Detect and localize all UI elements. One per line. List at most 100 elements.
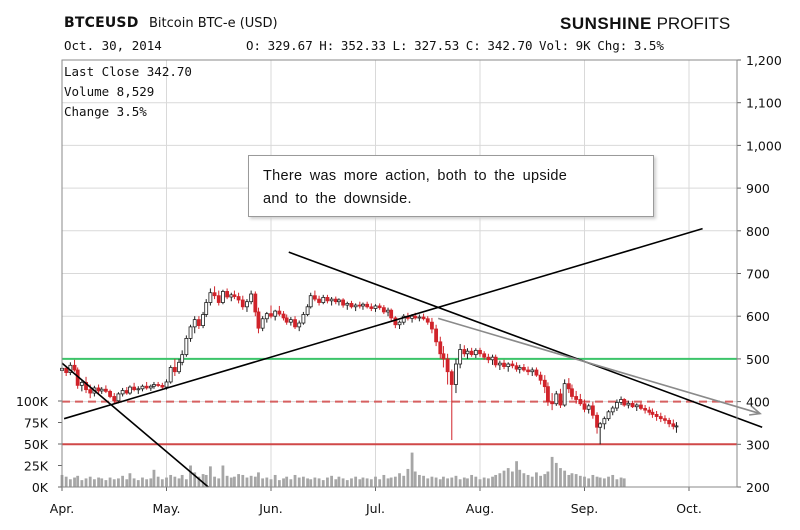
candle-body bbox=[578, 399, 583, 405]
candle-body bbox=[421, 316, 426, 320]
volume-bar bbox=[482, 477, 486, 487]
symbol-label: BTCEUSD bbox=[64, 15, 139, 31]
volume-bar bbox=[563, 470, 567, 487]
stats-box: Last Close 342.70 Volume 8,529 Change 3.… bbox=[64, 62, 192, 122]
candle-body bbox=[79, 381, 84, 386]
candle-body bbox=[647, 409, 652, 413]
volume-bar bbox=[285, 476, 289, 487]
volume-bar bbox=[160, 479, 164, 487]
volume-bar bbox=[132, 478, 136, 487]
candle-body bbox=[128, 386, 132, 394]
candle-body bbox=[345, 302, 350, 306]
candle-body bbox=[634, 404, 639, 408]
candle-body bbox=[132, 386, 137, 391]
x-tick-label: Jun. bbox=[258, 501, 283, 516]
volume-bar bbox=[587, 478, 591, 487]
volume-bar bbox=[546, 471, 550, 487]
y-tick-label: 1,200 bbox=[746, 53, 782, 68]
volume-bar bbox=[474, 476, 478, 487]
candle-body bbox=[293, 319, 297, 328]
candle-body bbox=[273, 310, 278, 317]
volume-bar bbox=[321, 480, 325, 487]
volume-bar bbox=[358, 479, 362, 487]
candle-body bbox=[312, 295, 317, 300]
volume-bar bbox=[413, 471, 417, 487]
volume-bar bbox=[498, 473, 502, 487]
candle-body bbox=[321, 297, 326, 303]
x-tick-label: May. bbox=[152, 501, 180, 516]
candle-body bbox=[72, 364, 77, 371]
volume-bar bbox=[559, 468, 562, 487]
candle-body bbox=[196, 319, 201, 326]
volume-bar bbox=[88, 476, 92, 487]
volume-bar bbox=[462, 477, 466, 487]
candle-body bbox=[305, 306, 310, 315]
volume-bar bbox=[442, 476, 445, 487]
volume-bar bbox=[570, 473, 574, 487]
candle-body bbox=[389, 309, 394, 319]
volume-bar bbox=[237, 474, 241, 487]
volume-bar bbox=[326, 477, 329, 487]
volume-bar bbox=[486, 478, 490, 487]
candle-body bbox=[277, 310, 282, 315]
volume-bar bbox=[173, 476, 177, 487]
candle-body bbox=[582, 403, 587, 410]
volume-bar bbox=[249, 475, 253, 487]
volume-bar bbox=[282, 478, 285, 487]
volume-bar bbox=[494, 474, 498, 487]
volume-bar bbox=[438, 479, 442, 487]
volume-bar bbox=[289, 479, 293, 487]
candle-body bbox=[546, 386, 550, 402]
x-tick-label: Apr. bbox=[50, 501, 74, 516]
volume-bar bbox=[506, 468, 510, 487]
candle-body bbox=[465, 350, 470, 355]
candle-body bbox=[124, 390, 129, 394]
candle-body bbox=[526, 369, 530, 373]
volume-bar bbox=[539, 475, 543, 487]
y-tick-label: 200 bbox=[746, 480, 770, 495]
candle-body bbox=[497, 362, 502, 366]
candle-body bbox=[430, 321, 434, 330]
volume-bar bbox=[591, 474, 595, 487]
candle-body bbox=[361, 303, 365, 307]
candle-body bbox=[671, 423, 676, 427]
volume-bar bbox=[595, 476, 599, 487]
candle-body bbox=[204, 302, 209, 315]
volume-bar bbox=[225, 475, 229, 487]
candle-body bbox=[365, 303, 370, 308]
candle-body bbox=[192, 319, 197, 328]
volume-bar bbox=[341, 478, 345, 487]
candle-body bbox=[554, 393, 559, 405]
volume-bar bbox=[317, 478, 321, 487]
volume-bar bbox=[361, 477, 365, 487]
candle-body bbox=[610, 407, 615, 413]
candle-body bbox=[514, 365, 519, 370]
candle-body bbox=[99, 388, 104, 392]
candle-body bbox=[639, 404, 643, 409]
candle-body bbox=[333, 298, 338, 303]
instrument-description: Bitcoin BTC-e (USD) bbox=[149, 16, 278, 31]
volume-bar bbox=[337, 476, 341, 487]
volume-bar bbox=[257, 472, 260, 487]
volume-bar bbox=[189, 465, 192, 487]
candle-body bbox=[225, 291, 230, 298]
annotation-line-2: and to the downside. bbox=[263, 191, 412, 207]
volume-bar bbox=[402, 475, 406, 487]
candle-body bbox=[674, 425, 679, 428]
candle-body bbox=[434, 328, 439, 343]
candle-body bbox=[216, 295, 221, 303]
volume-bar bbox=[64, 476, 68, 487]
volume-bar bbox=[454, 475, 458, 487]
candle-body bbox=[317, 298, 321, 303]
arrow-head bbox=[749, 405, 762, 416]
volume-tick-label: 50K bbox=[24, 437, 49, 452]
volume-bar bbox=[201, 474, 205, 487]
candle-body bbox=[438, 341, 443, 355]
candle-body bbox=[164, 381, 169, 388]
volume-bar bbox=[117, 478, 120, 487]
volume-bar bbox=[398, 473, 401, 487]
volume-bar bbox=[213, 476, 216, 487]
candle-body bbox=[256, 311, 261, 329]
arrow-shaft bbox=[437, 317, 761, 415]
volume-bar bbox=[277, 480, 281, 487]
